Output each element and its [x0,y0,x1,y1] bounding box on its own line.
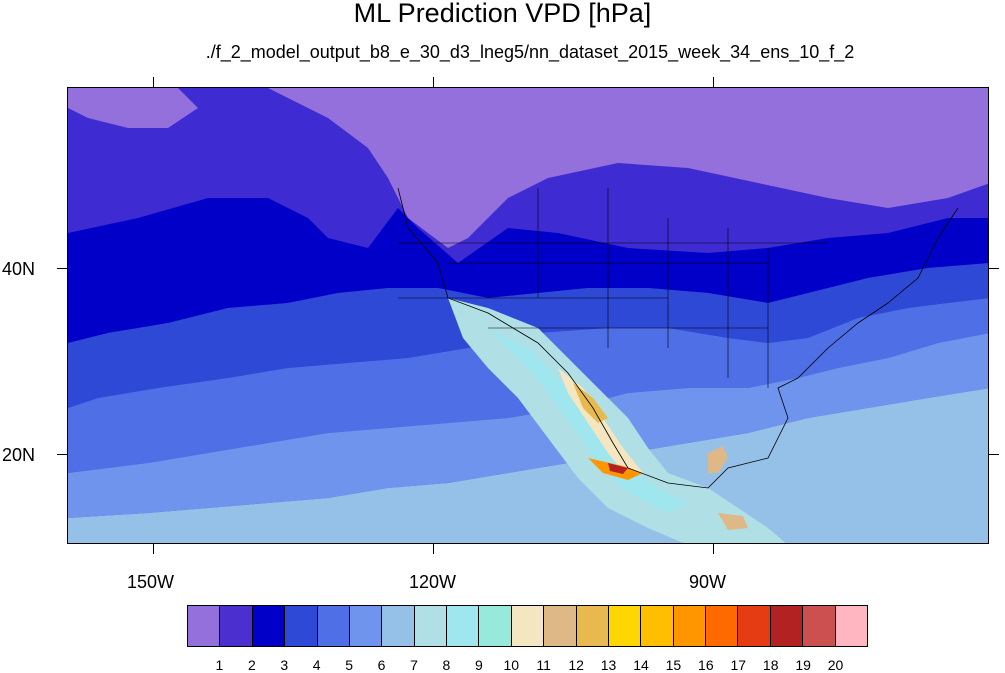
chart-title: ML Prediction VPD [hPa] [353,0,652,28]
colorbar-swatch-18 [770,606,804,646]
lon-label-90w: 90W [689,572,727,592]
colorbar-label: 6 [377,657,386,673]
colorbar-swatch-5 [349,606,383,646]
colorbar-swatch-17 [738,606,771,646]
vpd-band-3 [68,198,988,343]
coastline [397,187,959,489]
colorbar-label: 16 [698,657,714,673]
colorbar-swatch-12 [576,606,609,646]
colorbar-label: 17 [730,657,747,673]
colorbar-label: 20 [827,657,844,673]
tick-right-40n [989,268,999,269]
colorbar-label: 15 [665,657,682,673]
vpd-band-12-b [718,513,748,530]
colorbar-label: 12 [568,657,584,673]
tick-left-40n [57,268,67,269]
vpd-band-6 [68,333,988,518]
colorbar-swatch-14 [641,606,674,646]
tick-top-150w [153,77,154,87]
colorbar-swatch-16 [706,606,739,646]
tick-bottom-90w [713,544,714,554]
tick-top-120w [433,77,434,87]
colorbar-swatch-9 [479,606,512,646]
colorbar-swatch-7 [414,606,447,646]
colorbar-swatch-20 [835,606,867,646]
lon-label-120w: 120W [409,572,457,592]
lon-label-150w: 150W [127,572,175,592]
vpd-band-13 [573,383,608,423]
colorbar-swatch-3 [285,606,318,646]
colorbar-label: 7 [410,657,418,673]
colorbar-swatch-15 [673,606,706,646]
vpd-band-12-a [708,446,728,473]
colorbar-swatch-2 [252,606,286,646]
colorbar-label: 1 [215,657,224,673]
colorbar-labels: 1 2 3 4 5 6 7 8 9 10 11 12 13 14 15 16 17 18 19 20 [0,657,1005,673]
colorbar-label: 10 [503,657,520,673]
colorbar-label: 19 [795,657,811,673]
colorbar [187,605,868,647]
tick-bottom-120w [433,544,434,554]
colorbar-label: 3 [280,657,289,673]
vpd-map [67,87,989,544]
colorbar-label: 2 [247,657,256,673]
colorbar-swatch-0 [188,606,221,646]
colorbar-label: 5 [345,657,354,673]
colorbar-swatch-4 [317,606,350,646]
vpd-band-1 [268,88,988,248]
tick-bottom-150w [153,544,154,554]
vpd-band-1b [68,88,198,128]
colorbar-label: 13 [600,657,617,673]
colorbar-label: 18 [762,657,779,673]
chart-subtitle: ./f_2_model_output_b8_e_30_d3_lneg5/nn_d… [205,42,855,62]
colorbar-swatch-11 [544,606,577,646]
colorbar-label: 14 [633,657,649,673]
vpd-band-4 [68,263,988,408]
tick-left-20n [57,454,67,455]
colorbar-swatch-8 [447,606,480,646]
state-borders [398,188,828,388]
colorbar-label: 11 [536,657,551,673]
colorbar-label: 4 [312,657,321,673]
lat-label-20n: 20N [2,445,36,465]
colorbar-swatch-6 [382,606,415,646]
vpd-band-7 [68,388,988,543]
map-canvas [68,88,988,543]
colorbar-label: 8 [442,657,451,673]
vpd-band-18 [608,463,628,474]
colorbar-swatch-10 [511,606,545,646]
tick-top-90w [713,77,714,87]
colorbar-swatch-1 [220,606,253,646]
tick-right-20n [989,454,999,455]
colorbar-swatch-19 [803,606,836,646]
colorbar-label: 9 [474,657,483,673]
colorbar-swatch-13 [608,606,642,646]
lat-label-40n: 40N [2,259,36,279]
